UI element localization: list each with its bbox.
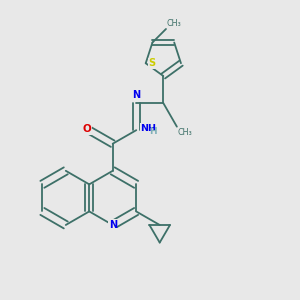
Text: CH₃: CH₃ bbox=[167, 19, 182, 28]
Text: CH₃: CH₃ bbox=[178, 128, 193, 137]
Text: O: O bbox=[83, 124, 92, 134]
Text: NH: NH bbox=[140, 124, 156, 133]
Text: N: N bbox=[132, 91, 140, 100]
Text: H: H bbox=[149, 127, 156, 136]
Text: N: N bbox=[109, 220, 117, 230]
Text: S: S bbox=[149, 58, 156, 68]
